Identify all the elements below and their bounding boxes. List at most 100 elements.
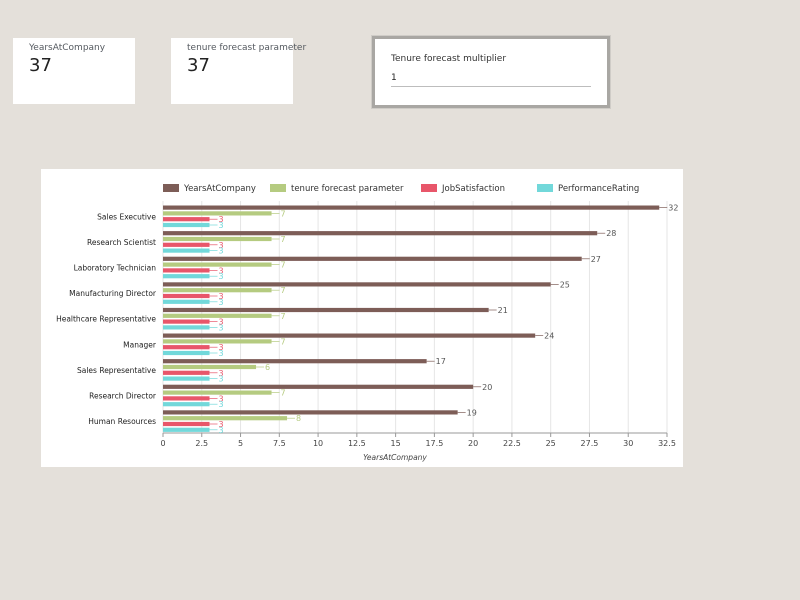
bar xyxy=(163,359,427,364)
bar xyxy=(163,256,582,261)
data-label: 20 xyxy=(482,383,492,392)
data-label: 3 xyxy=(219,343,224,352)
data-label: 27 xyxy=(591,255,601,264)
kpi-label: YearsAtCompany xyxy=(29,43,106,53)
data-label: 17 xyxy=(436,357,446,366)
x-tick-label: 20 xyxy=(468,439,478,448)
data-label: 3 xyxy=(219,369,224,378)
bar xyxy=(163,427,210,432)
bar xyxy=(163,307,489,313)
category-label: Healthcare Representative xyxy=(56,315,156,324)
x-tick-label: 22.5 xyxy=(503,439,521,448)
bar xyxy=(163,282,551,287)
data-label: 3 xyxy=(219,394,224,403)
category-label: Manufacturing Director xyxy=(69,289,157,298)
data-label: 3 xyxy=(219,420,224,429)
bar xyxy=(163,231,598,236)
legend-swatch xyxy=(537,184,553,192)
bar xyxy=(163,396,210,401)
legend-label: PerformanceRating xyxy=(558,184,639,194)
bar-chart-card: YearsAtCompany tenure forecast parameter J… xyxy=(41,169,683,467)
kpi-label: tenure forecast parameter xyxy=(187,43,307,53)
data-label: 3 xyxy=(219,241,224,250)
data-label: 3 xyxy=(219,292,224,301)
data-label: 19 xyxy=(467,408,477,417)
legend-label: JobSatisfaction xyxy=(441,184,505,194)
data-label: 7 xyxy=(281,209,286,218)
data-label: 7 xyxy=(281,312,286,321)
data-label: 7 xyxy=(281,389,286,398)
data-label: 3 xyxy=(219,349,224,358)
category-label: Manager xyxy=(123,340,157,349)
bar xyxy=(163,390,272,395)
tenure-multiplier-input[interactable] xyxy=(391,70,591,87)
kpi-card-tenure-forecast: tenure forecast parameter 37 xyxy=(171,38,307,104)
bar xyxy=(163,293,210,299)
data-label: 7 xyxy=(281,235,286,244)
data-label: 7 xyxy=(281,286,286,295)
bar xyxy=(163,211,272,216)
bar xyxy=(163,262,272,267)
category-label: Human Resources xyxy=(88,417,156,426)
category-label: Research Director xyxy=(89,392,157,401)
data-label: 3 xyxy=(219,221,224,230)
x-tick-label: 5 xyxy=(238,439,243,448)
bar xyxy=(163,274,210,279)
bar-chart: YearsAtCompany tenure forecast parameter J… xyxy=(56,184,678,462)
data-label: 3 xyxy=(219,323,224,332)
bar xyxy=(163,416,288,421)
category-label: Research Scientist xyxy=(87,238,156,247)
x-tick-label: 7.5 xyxy=(273,439,286,448)
bar xyxy=(163,288,272,293)
kpi-card-years-at-company: YearsAtCompany 37 xyxy=(13,38,135,104)
data-label: 28 xyxy=(606,229,616,238)
data-label: 3 xyxy=(219,426,224,435)
legend-swatch xyxy=(421,184,437,192)
data-label: 7 xyxy=(281,261,286,270)
x-axis-title: YearsAtCompany xyxy=(363,453,427,462)
x-tick-label: 10 xyxy=(313,439,323,448)
data-label: 3 xyxy=(219,266,224,275)
bar xyxy=(163,319,210,324)
parameter-label: Tenure forecast multiplier xyxy=(391,54,507,64)
bar xyxy=(163,350,210,356)
legend-label: YearsAtCompany xyxy=(183,184,256,194)
x-tick-label: 27.5 xyxy=(581,439,599,448)
bar xyxy=(163,370,210,375)
x-tick-label: 30 xyxy=(623,439,633,448)
bar xyxy=(163,217,210,222)
x-tick-label: 25 xyxy=(546,439,556,448)
bar xyxy=(163,248,210,253)
bar xyxy=(163,410,458,415)
parameter-card: Tenure forecast multiplier xyxy=(372,36,610,108)
category-label: Sales Executive xyxy=(97,212,156,221)
legend-swatch xyxy=(270,184,286,192)
data-label: 3 xyxy=(219,247,224,256)
bar xyxy=(163,384,474,389)
bar xyxy=(163,376,210,381)
bar xyxy=(163,325,210,330)
x-tick-label: 12.5 xyxy=(348,439,366,448)
data-label: 25 xyxy=(560,280,570,289)
bar xyxy=(163,236,272,242)
kpi-value: 37 xyxy=(29,55,52,76)
data-label: 6 xyxy=(265,363,270,372)
bar xyxy=(163,299,210,304)
x-tick-label: 0 xyxy=(160,439,165,448)
x-tick-label: 32.5 xyxy=(658,439,676,448)
data-label: 3 xyxy=(219,400,224,409)
bar xyxy=(163,205,660,210)
data-label: 3 xyxy=(219,375,224,384)
data-label: 32 xyxy=(668,204,678,213)
data-label: 3 xyxy=(219,272,224,281)
bar xyxy=(163,313,272,318)
data-label: 24 xyxy=(544,332,554,341)
data-label: 3 xyxy=(219,215,224,224)
data-label: 21 xyxy=(498,306,508,315)
bar xyxy=(163,402,210,407)
x-tick-label: 15 xyxy=(391,439,401,448)
legend-swatch xyxy=(163,184,179,192)
data-label: 3 xyxy=(219,298,224,307)
category-label: Sales Representative xyxy=(77,366,156,375)
data-label: 7 xyxy=(281,337,286,346)
